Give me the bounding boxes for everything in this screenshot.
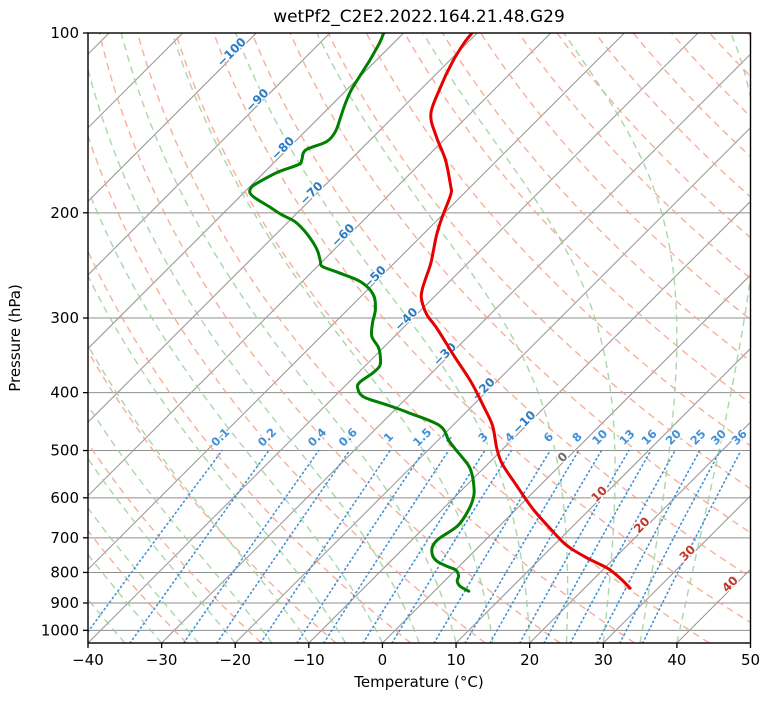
x-tick-label: 30 bbox=[594, 651, 613, 669]
plot-title: wetPf2_C2E2.2022.164.21.48.G29 bbox=[273, 7, 565, 27]
y-tick-label: 200 bbox=[50, 204, 79, 222]
x-tick-label: 40 bbox=[667, 651, 686, 669]
x-tick-label: −40 bbox=[72, 651, 104, 669]
isotherms bbox=[88, 33, 751, 643]
x-tick-label: 20 bbox=[520, 651, 539, 669]
y-tick-label: 1000 bbox=[41, 621, 79, 639]
x-tick-label: −20 bbox=[219, 651, 251, 669]
x-axis-label: Temperature (°C) bbox=[353, 673, 483, 691]
y-tick-label: 300 bbox=[50, 309, 79, 327]
y-tick-label: 100 bbox=[50, 24, 79, 42]
moist-adiabats bbox=[88, 33, 751, 643]
x-tick-label: −10 bbox=[293, 651, 325, 669]
y-tick-label: 600 bbox=[50, 489, 79, 507]
x-tick-label: 50 bbox=[741, 651, 760, 669]
mixing-ratio-lines bbox=[88, 449, 742, 643]
x-tick-label: −30 bbox=[146, 651, 178, 669]
temperature-curve bbox=[419, 33, 632, 590]
y-tick-label: 700 bbox=[50, 529, 79, 547]
y-tick-label: 500 bbox=[50, 442, 79, 460]
dry-adiabats bbox=[88, 33, 751, 643]
x-tick-label: 10 bbox=[447, 651, 466, 669]
dewpoint-curve bbox=[248, 33, 476, 593]
y-axis-label: Pressure (hPa) bbox=[6, 284, 24, 392]
y-tick-label: 800 bbox=[50, 563, 79, 581]
y-tick-label: 900 bbox=[50, 594, 79, 612]
y-tick-label: 400 bbox=[50, 384, 79, 402]
x-tick-label: 0 bbox=[378, 651, 388, 669]
